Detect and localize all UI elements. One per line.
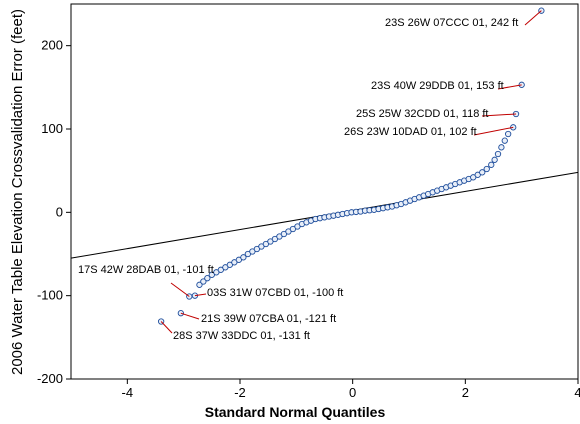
annotation-label: 23S 40W 29DDB 01, 153 ft [371, 80, 504, 92]
y-axis-label: 2006 Water Table Elevation Crossvalidati… [9, 9, 26, 375]
annotation-leader [473, 126, 514, 136]
y-tick-label: 100 [41, 121, 63, 136]
data-point [498, 144, 505, 151]
data-point [479, 169, 486, 176]
annotation-leader [170, 282, 190, 297]
annotation-label: 26S 23W 10DAD 01, 102 ft [344, 126, 477, 138]
annotation-label: 23S 26W 07CCC 01, 242 ft [385, 17, 518, 29]
y-tick-label: -100 [37, 288, 63, 303]
y-tick-label: 0 [56, 204, 63, 219]
data-point [483, 165, 490, 173]
annotation-leader [160, 321, 173, 334]
y-tick-label: -200 [37, 371, 63, 386]
annotation-leader [180, 312, 200, 320]
x-tick-label: -2 [234, 385, 246, 400]
x-tick-label: 2 [462, 385, 469, 400]
annotation-label: 03S 31W 07CBD 01, -100 ft [207, 287, 343, 299]
data-point [196, 281, 203, 288]
x-tick-label: -4 [122, 385, 134, 400]
y-tick-label: 200 [41, 38, 63, 53]
plot-area: -4 -2 0 2 4 -200 -100 0 100 200 23S 26W 07CCC 01, … [37, 3, 580, 400]
annotation-label: 25S 25W 32CDD 01, 118 ft [356, 108, 488, 120]
x-tick-label: 4 [574, 385, 580, 400]
data-point [494, 150, 502, 158]
annotation-label: 21S 39W 07CBA 01, -121 ft [201, 313, 336, 325]
data-point [504, 130, 512, 138]
data-point [491, 156, 498, 163]
annotation-leader [481, 113, 517, 117]
data-point [200, 278, 207, 285]
x-axis-label: Standard Normal Quantiles [205, 404, 386, 420]
data-point [177, 310, 185, 317]
annotation-label: 28S 37W 33DDC 01, -131 ft [173, 330, 310, 342]
data-point [240, 254, 247, 261]
annotation-leader [497, 84, 522, 90]
annotation-label: 17S 42W 28DAB 01, -101 ft [78, 264, 214, 276]
annotation-leader [524, 10, 542, 26]
data-point [501, 137, 508, 144]
plot-frame [70, 3, 579, 380]
annotation-leader [194, 293, 207, 297]
data-point [204, 275, 211, 282]
data-point [488, 161, 495, 168]
x-tick-label: 0 [349, 385, 356, 400]
